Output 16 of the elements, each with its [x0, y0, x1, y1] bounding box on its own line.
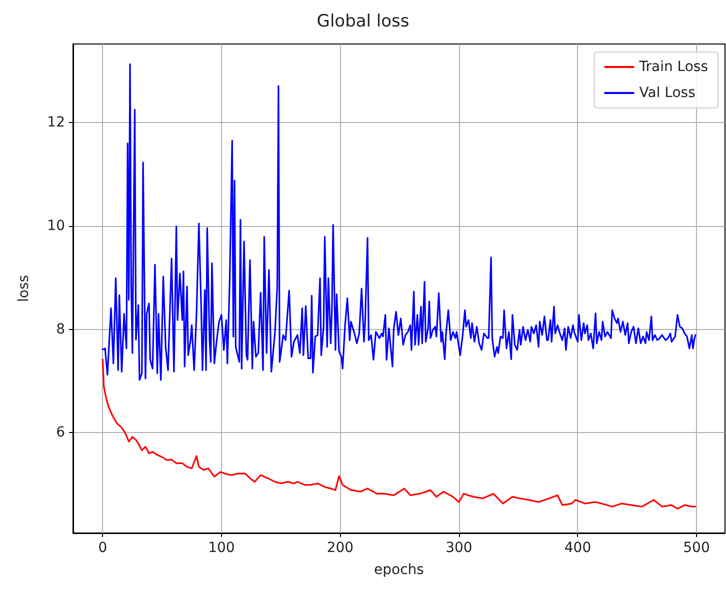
x-tick-label: 200	[326, 540, 354, 556]
y-tick-label: 10	[47, 218, 65, 234]
x-tick-label: 300	[446, 540, 472, 556]
y-tick-label: 8	[56, 321, 65, 338]
legend-label: Val Loss	[639, 85, 696, 101]
x-axis-title: epochs	[374, 562, 424, 578]
x-tick-label: 100	[208, 540, 235, 556]
y-axis-title: loss	[16, 274, 32, 302]
y-tick-label: 12	[47, 114, 65, 131]
line-series	[102, 358, 696, 510]
chart-title: Global loss	[316, 12, 410, 32]
y-tick-label: 6	[56, 424, 66, 441]
x-tick-label: 500	[683, 540, 710, 556]
x-tick-label: 400	[564, 540, 592, 556]
legend-label: Train Loss	[638, 59, 708, 75]
x-tick-label: 0	[98, 540, 108, 556]
